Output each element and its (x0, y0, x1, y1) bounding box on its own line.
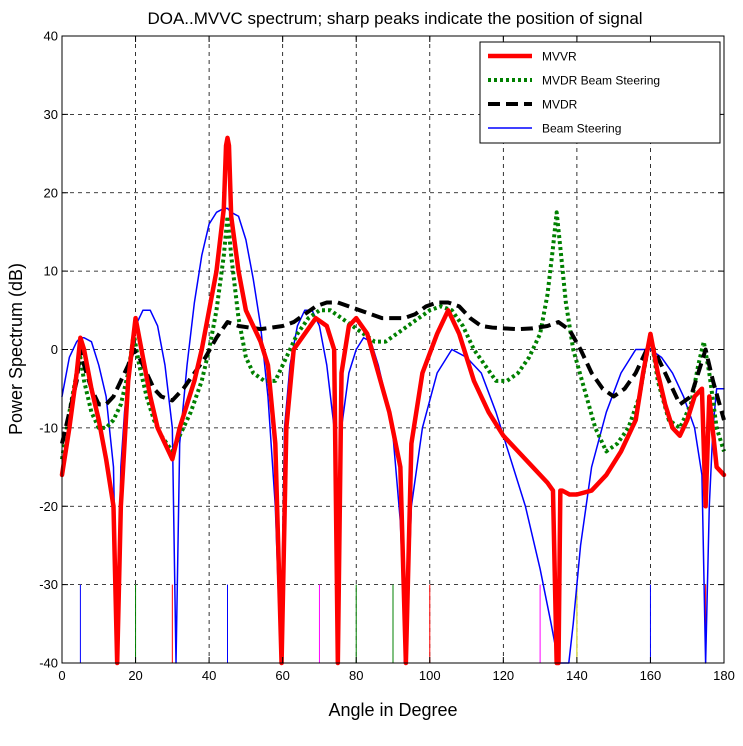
legend: MVVR MVDR Beam Steering MVDR Beam Steering (479, 41, 721, 144)
y-tick-label: 30 (44, 107, 58, 122)
x-tick-label: 0 (58, 668, 65, 683)
x-tick-label: 120 (492, 668, 514, 683)
y-axis-label: Power Spectrum (dB) (6, 263, 26, 435)
x-tick-label: 40 (202, 668, 216, 683)
series-line-beam-steering (61, 207, 725, 664)
y-tick-label: 0 (51, 342, 58, 357)
x-tick-label: 60 (275, 668, 289, 683)
legend-label: MVDR Beam Steering (542, 74, 660, 88)
series-line-mvdr (60, 300, 726, 445)
y-tick-label: 20 (44, 185, 58, 200)
y-tick-label: -40 (39, 656, 58, 671)
axis-ticks: 0 20 40 60 80 100 120 140 160 180 -40 -30 -20 -10 0 10 2… (39, 29, 735, 684)
x-tick-label: 140 (566, 668, 588, 683)
x-tick-label: 100 (419, 668, 441, 683)
chart-title: DOA..MVVC spectrum; sharp peaks indicate… (147, 9, 642, 28)
y-tick-label: -10 (39, 420, 58, 435)
legend-label: Beam Steering (542, 122, 621, 136)
y-tick-label: -20 (39, 499, 58, 514)
series-line-mvvr (59, 135, 727, 666)
series-lines (59, 135, 727, 666)
y-tick-label: 40 (44, 29, 58, 44)
x-tick-label: 20 (128, 668, 142, 683)
y-tick-label: 10 (44, 264, 58, 279)
y-tick-label: -30 (39, 577, 58, 592)
x-tick-label: 180 (713, 668, 735, 683)
x-axis-label: Angle in Degree (328, 700, 457, 720)
legend-box (479, 41, 721, 144)
legend-label: MVVR (542, 50, 577, 64)
legend-label: MVDR (542, 98, 578, 112)
x-tick-label: 80 (349, 668, 363, 683)
x-tick-label: 160 (640, 668, 662, 683)
